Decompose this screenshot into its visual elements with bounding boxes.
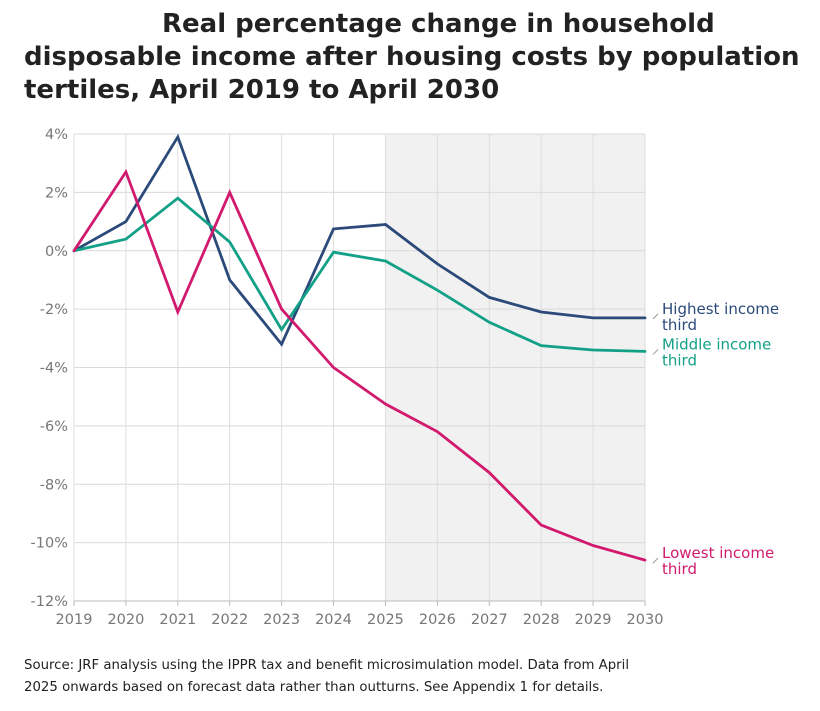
source-note-line-2: 2025 onwards based on forecast data rath…	[24, 680, 604, 695]
data-point-lowest-income-third	[383, 402, 387, 406]
series-label-lowest-income-third: third	[662, 560, 697, 578]
series-line-lowest-income-third	[72, 168, 647, 562]
data-point-highest-income-third	[332, 227, 336, 231]
data-point-highest-income-third	[228, 278, 232, 282]
data-point-highest-income-third	[124, 220, 128, 224]
data-point-lowest-income-third	[591, 544, 595, 548]
x-tick-label: 2027	[471, 612, 508, 628]
data-point-middle-income-third	[332, 250, 336, 254]
data-point-middle-income-third	[487, 320, 491, 324]
data-point-middle-income-third	[228, 240, 232, 244]
data-point-highest-income-third	[280, 342, 284, 346]
x-tick-label: 2026	[419, 612, 456, 628]
series-label-lowest-income-third: Lowest income	[662, 544, 774, 562]
x-tick-label: 2030	[627, 612, 664, 628]
series-label-highest-income-third: Highest income	[662, 300, 779, 318]
series-label-middle-income-third: third	[662, 351, 697, 369]
data-point-middle-income-third	[539, 344, 543, 348]
data-point-highest-income-third	[176, 135, 180, 139]
data-point-lowest-income-third	[176, 310, 180, 314]
y-tick-label: -4%	[40, 361, 68, 377]
y-tick-label: -10%	[31, 536, 68, 552]
x-tick-label: 2020	[107, 612, 144, 628]
x-tick-label: 2028	[523, 612, 560, 628]
data-point-middle-income-third	[124, 237, 128, 241]
data-point-middle-income-third	[591, 348, 595, 352]
data-point-highest-income-third	[539, 310, 543, 314]
data-point-highest-income-third	[435, 262, 439, 266]
y-tick-label: -2%	[40, 302, 68, 318]
x-tick-label: 2019	[56, 612, 93, 628]
data-point-middle-income-third	[280, 328, 284, 332]
chart-title-line-2: disposable income after housing costs by…	[24, 42, 800, 72]
y-tick-label: 0%	[45, 244, 68, 260]
series-label-highest-income-third: third	[662, 316, 697, 334]
series-label-leader-middle-income-third	[652, 349, 659, 355]
y-tick-label: 4%	[45, 127, 68, 143]
source-note-line-1: Source: JRF analysis using the IPPR tax …	[24, 658, 630, 673]
chart-title: Real percentage change in household disp…	[24, 8, 804, 107]
data-point-highest-income-third	[487, 295, 491, 299]
data-point-lowest-income-third	[280, 307, 284, 311]
y-tick-label: -8%	[40, 477, 68, 493]
series-line-middle-income-third	[72, 196, 647, 353]
y-tick-label: -12%	[31, 594, 68, 610]
x-tick-label: 2021	[159, 612, 196, 628]
data-point-lowest-income-third	[435, 430, 439, 434]
chart-title-line-1: Real percentage change in household	[162, 9, 715, 39]
series-label-leader-highest-income-third	[652, 313, 659, 320]
data-point-lowest-income-third	[643, 558, 647, 562]
data-point-lowest-income-third	[487, 471, 491, 475]
data-point-lowest-income-third	[539, 523, 543, 527]
data-point-highest-income-third	[383, 222, 387, 226]
x-tick-label: 2029	[575, 612, 612, 628]
data-point-lowest-income-third	[124, 170, 128, 174]
x-tick-label: 2022	[211, 612, 248, 628]
line-chart: 4% 2% 0% -2% -4% -6% -8% -10% -12% 2019 2020 2021 20…	[31, 127, 780, 628]
source-note: Source: JRF analysis using the IPPR tax …	[24, 655, 814, 699]
y-tick-label: -6%	[40, 419, 68, 435]
data-point-highest-income-third	[591, 316, 595, 320]
data-point-middle-income-third	[435, 288, 439, 292]
y-tick-label: 2%	[45, 185, 68, 201]
data-point-middle-income-third	[176, 196, 180, 200]
x-tick-label: 2025	[367, 612, 404, 628]
data-point-lowest-income-third	[72, 249, 76, 253]
x-tick-label: 2023	[263, 612, 300, 628]
data-point-lowest-income-third	[228, 190, 232, 194]
chart-title-line-3: tertiles, April 2019 to April 2030	[24, 75, 500, 105]
data-point-middle-income-third	[383, 259, 387, 263]
data-point-highest-income-third	[643, 316, 647, 320]
series-label-middle-income-third: Middle income	[662, 335, 771, 353]
data-point-middle-income-third	[643, 349, 647, 353]
series-line-highest-income-third	[72, 133, 647, 347]
series-label-leader-lowest-income-third	[652, 557, 659, 564]
x-tick-label: 2024	[315, 612, 352, 628]
data-point-lowest-income-third	[332, 366, 336, 370]
